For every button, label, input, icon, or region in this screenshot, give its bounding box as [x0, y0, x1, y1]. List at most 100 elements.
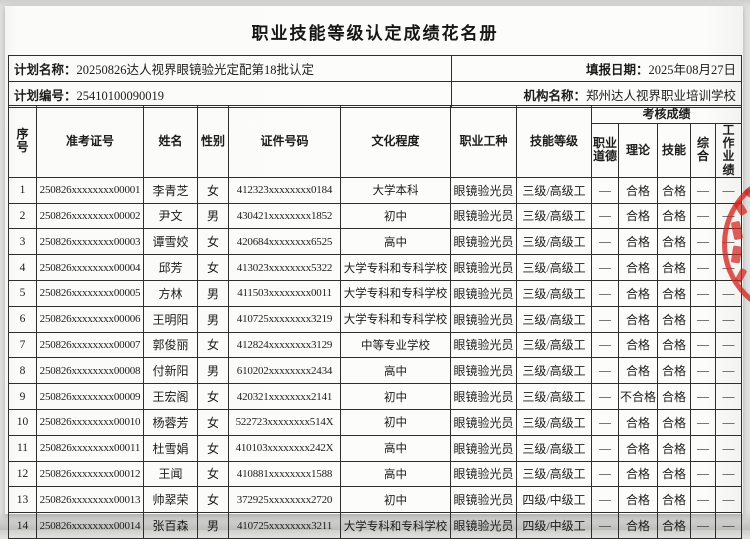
- header-score-group: 考核成绩: [591, 105, 742, 124]
- cell-theory: 合格: [618, 176, 658, 204]
- cell-level: 四级/中级工: [516, 512, 592, 539]
- cell-theory: 合格: [618, 512, 658, 539]
- cell-theory: 不合格: [618, 383, 658, 410]
- cell-ethics: —: [591, 305, 619, 333]
- table-row: 2 250826xxxxxxxx00002 尹文男 430421xxxxxxxx185…: [8, 202, 742, 230]
- header-occupation: 职业工种: [450, 105, 517, 178]
- header-theory: 理论: [618, 123, 658, 178]
- cell-education: 中等专业学校: [340, 331, 451, 359]
- cell-education: 大学专科和专科学校: [340, 305, 451, 333]
- report-date-value: 2025年08月27日: [648, 63, 736, 77]
- cell-level: 三级/高级工: [516, 176, 592, 204]
- report-date-label: 填报日期：: [585, 63, 649, 77]
- cell-name: 杜雪娟: [143, 434, 198, 462]
- cell-theory: 合格: [618, 202, 658, 230]
- cell-gender: 女: [197, 176, 229, 204]
- cell-seq: 6: [8, 305, 37, 333]
- cell-skill: 合格: [657, 305, 691, 333]
- cell-id-no: 420684xxxxxxxx6525: [228, 228, 341, 256]
- cell-skill: 合格: [657, 383, 691, 410]
- cell-level: 三级/高级工: [516, 228, 592, 256]
- cell-occupation: 眼镜验光员: [450, 228, 517, 256]
- cell-education: 大学专科和专科学校: [340, 512, 451, 539]
- cell-work: —: [715, 460, 742, 488]
- cell-exam-no: 250826xxxxxxxx00007: [36, 331, 144, 359]
- cell-name: 王闻: [143, 460, 198, 488]
- cell-skill: 合格: [657, 176, 691, 204]
- cell-work: —: [715, 383, 742, 410]
- cell-education: 大学专科和专科学校: [340, 279, 451, 307]
- cell-gender: 女: [197, 254, 229, 281]
- cell-occupation: 眼镜验光员: [450, 279, 517, 307]
- plan-code-value: 25410100090019: [76, 89, 165, 103]
- cell-occupation: 眼镜验光员: [450, 176, 517, 204]
- cell-seq: 7: [8, 331, 37, 359]
- cell-exam-no: 250826xxxxxxxx00006: [36, 305, 144, 333]
- cell-gender: 女: [197, 434, 229, 462]
- cell-name: 付新阳: [143, 357, 198, 385]
- cell-exam-no: 250826xxxxxxxx00005: [36, 279, 144, 307]
- cell-name: 帅翠荣: [143, 486, 198, 514]
- cell-id-no: 610202xxxxxxxx2434: [228, 357, 341, 385]
- cell-occupation: 眼镜验光员: [450, 305, 517, 333]
- cell-name: 王明阳: [143, 305, 198, 333]
- table-row: 4 250826xxxxxxxx00004 邱芳女 413023xxxxxxxx532…: [8, 254, 742, 281]
- cell-work: —: [715, 254, 742, 281]
- cell-level: 四级/中级工: [516, 486, 592, 514]
- cell-work: —: [715, 331, 742, 359]
- seal-glyph-mark: [743, 187, 750, 199]
- cell-ethics: —: [591, 279, 619, 307]
- cell-skill: 合格: [657, 357, 691, 385]
- cell-skill: 合格: [657, 254, 691, 281]
- meta-header-table: 计划名称：20250826达人视界眼镜验光定配第18批认定 填报日期：2025年…: [8, 55, 742, 108]
- cell-gender: 女: [197, 408, 229, 436]
- cell-exam-no: 250826xxxxxxxx00003: [36, 228, 144, 256]
- cell-ethics: —: [591, 512, 619, 539]
- org-name-value: 郑州达人视界职业培训学校: [585, 89, 736, 103]
- cell-work: —: [715, 357, 742, 385]
- cell-seq: 11: [8, 434, 37, 462]
- plan-code-cell: 计划编号：25410100090019: [8, 81, 452, 108]
- cell-id-no: 410103xxxxxxxx242X: [228, 434, 341, 462]
- cell-occupation: 眼镜验光员: [450, 460, 517, 488]
- cell-id-no: 410881xxxxxxxx1588: [228, 460, 341, 488]
- table-row: 12 250826xxxxxxxx00012 王闻女 410881xxxxxxxx15…: [8, 460, 742, 488]
- cell-id-no: 372925xxxxxxxx2720: [228, 486, 341, 514]
- cell-skill: 合格: [657, 408, 691, 436]
- cell-work: —: [715, 408, 742, 436]
- cell-occupation: 眼镜验光员: [450, 383, 517, 410]
- cell-seq: 14: [8, 512, 37, 539]
- cell-seq: 13: [8, 486, 37, 514]
- cell-comprehensive: —: [690, 434, 716, 462]
- cell-comprehensive: —: [690, 383, 716, 410]
- cell-id-no: 420321xxxxxxxx2141: [228, 383, 341, 410]
- header-gender: 性别: [197, 105, 229, 178]
- cell-comprehensive: —: [690, 486, 716, 514]
- cell-work: —: [715, 202, 742, 230]
- cell-education: 高中: [340, 434, 451, 462]
- plan-name-value: 20250826达人视界眼镜验光定配第18批认定: [76, 63, 315, 77]
- cell-id-no: 412824xxxxxxxx3129: [228, 331, 341, 359]
- cell-seq: 2: [8, 202, 37, 230]
- cell-gender: 女: [197, 331, 229, 359]
- cell-gender: 女: [197, 228, 229, 256]
- cell-seq: 5: [8, 279, 37, 307]
- cell-comprehensive: —: [690, 228, 716, 256]
- cell-theory: 合格: [618, 305, 658, 333]
- cell-theory: 合格: [618, 408, 658, 436]
- cell-name: 王宏阁: [143, 383, 198, 410]
- cell-education: 初中: [340, 383, 451, 410]
- cell-seq: 8: [8, 357, 37, 385]
- cell-level: 三级/高级工: [516, 460, 592, 488]
- cell-name: 邱芳: [143, 254, 198, 281]
- cell-education: 初中: [340, 486, 451, 514]
- cell-occupation: 眼镜验光员: [450, 202, 517, 230]
- cell-name: 张百森: [143, 512, 198, 539]
- cell-theory: 合格: [618, 460, 658, 488]
- cell-ethics: —: [591, 254, 619, 281]
- cell-name: 郭俊丽: [143, 331, 198, 359]
- cell-education: 大学本科: [340, 176, 451, 204]
- cell-level: 三级/高级工: [516, 202, 592, 230]
- cell-comprehensive: —: [690, 512, 716, 539]
